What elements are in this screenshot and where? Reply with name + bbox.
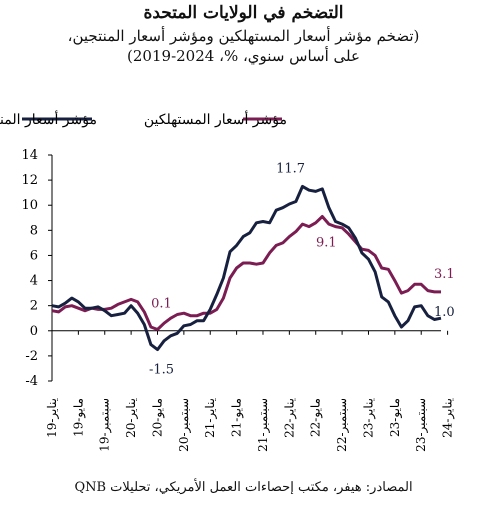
chart-axes: -4 -2 0 2 4 6 8 10 12 14 يناير-19 مايو-19 سبتمبر-19 ي…: [21, 148, 454, 452]
y-tick-label: 6: [30, 248, 38, 263]
series-layer: [51, 184, 442, 352]
y-tick-label: -2: [25, 349, 38, 364]
x-tick-label: يناير-20: [124, 398, 138, 438]
y-tick-label: 14: [21, 148, 38, 163]
x-tick-label: مايو-21: [230, 398, 244, 437]
x-tick-label: سبتمبر-19: [98, 398, 112, 452]
cpi-peak-label: 9.1: [316, 236, 337, 251]
series-line-ppi: [51, 184, 442, 352]
chart-title: التضخم في الولايات المتحدة: [143, 3, 344, 23]
x-tick-label: مايو-23: [388, 398, 402, 437]
source-note: المصادر: هيفر، مكتب إحصاءات العمل الأمري…: [74, 480, 413, 495]
y-tick-label: 8: [30, 223, 38, 238]
x-tick-label: سبتمبر-22: [335, 398, 349, 452]
cpi-trough-label: 0.1: [151, 297, 172, 312]
cpi-end-label: 3.1: [434, 267, 455, 282]
y-tick-label: 4: [30, 274, 38, 289]
x-tick-label: مايو-19: [71, 398, 85, 437]
data-labels: 11.7 -1.5 1.0 9.1 0.1 3.1: [149, 161, 455, 377]
chart-subtitle-line1: (تضخم مؤشر أسعار المستهلكين ومؤشر أسعار …: [67, 27, 420, 45]
ppi-peak-label: 11.7: [276, 161, 305, 176]
legend-label-cpi: مؤشر أسعار المستهلكين: [144, 109, 287, 128]
x-tick-label: مايو-20: [150, 398, 164, 437]
y-tick-label: 10: [21, 198, 38, 213]
x-tick-label: سبتمبر-23: [414, 398, 428, 452]
x-tick-label: سبتمبر-20: [177, 398, 191, 452]
x-tick-label: مايو-22: [309, 398, 323, 437]
x-tick-label: يناير-22: [282, 398, 296, 438]
series-line-cpi: [51, 215, 441, 331]
x-tick-label: يناير-19: [45, 398, 59, 438]
legend: مؤشر أسعار المنتجين مؤشر أسعار المستهلكين: [0, 109, 287, 128]
y-tick-label: 12: [21, 173, 38, 188]
y-tick-label: 0: [30, 324, 38, 339]
chart-subtitle-line2: على أساس سنوي، %، 2024-2019): [127, 47, 360, 65]
x-tick-label: يناير-24: [441, 398, 455, 438]
x-tick-label: يناير-23: [361, 398, 375, 438]
x-tick-label: يناير-21: [203, 398, 217, 438]
ppi-trough-label: -1.5: [149, 363, 174, 378]
x-tick-label: سبتمبر-21: [256, 398, 270, 452]
y-tick-label: -4: [25, 374, 38, 389]
ppi-end-label: 1.0: [434, 305, 455, 320]
legend-label-ppi: مؤشر أسعار المنتجين: [0, 109, 97, 128]
y-tick-label: 2: [30, 299, 38, 314]
